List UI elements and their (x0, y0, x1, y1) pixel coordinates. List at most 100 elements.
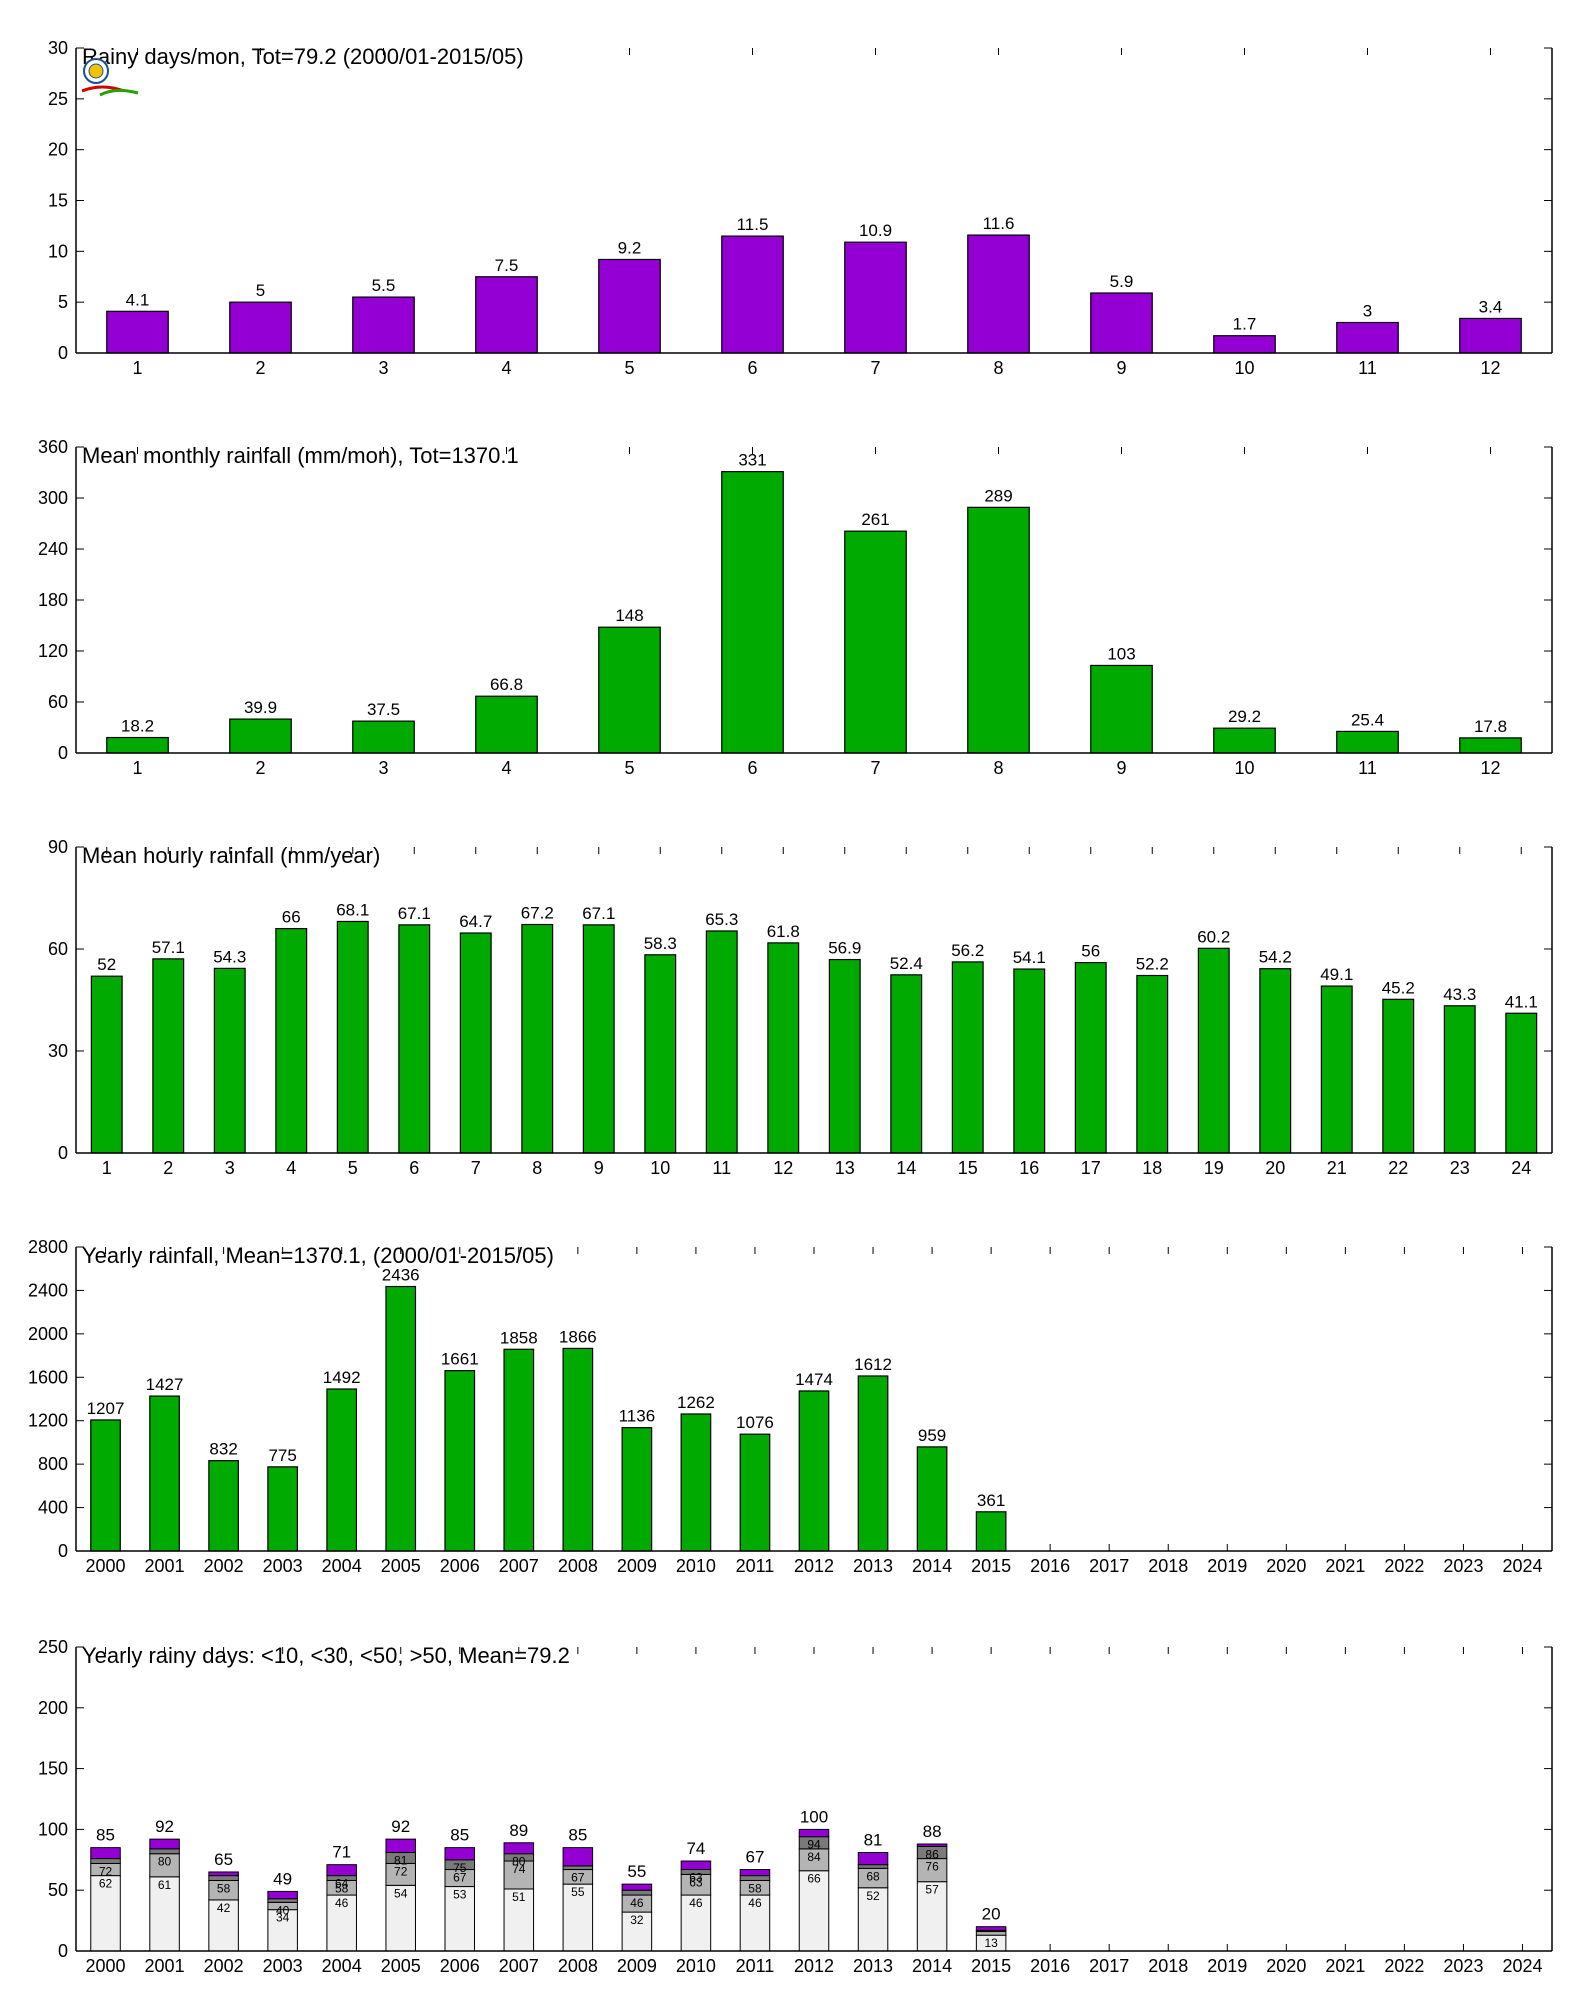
bar (705, 930, 738, 1154)
x-tick-label: 3 (378, 358, 388, 378)
x-tick-label: 2000 (85, 1556, 125, 1576)
segment-value-label: 66 (807, 1872, 821, 1886)
x-tick-label: 2011 (736, 1556, 775, 1576)
x-tick-label: 6 (747, 758, 757, 778)
bar (582, 924, 615, 1154)
stack-segment (739, 1894, 771, 1952)
x-tick-label: 2016 (1030, 1956, 1070, 1976)
bar (1320, 985, 1353, 1154)
bar-value-label: 3 (1363, 302, 1372, 321)
x-tick-label: 8 (532, 1158, 542, 1178)
bar (1336, 321, 1399, 354)
bar-value-label: 25.4 (1351, 710, 1384, 729)
bar (503, 1348, 535, 1552)
stack-segment (975, 1931, 1007, 1936)
bar-value-label: 68.1 (336, 900, 369, 919)
x-tick-label: 2 (255, 758, 265, 778)
x-tick-label: 8 (993, 358, 1003, 378)
y-tick-label: 60 (48, 692, 68, 712)
segment-value-label: 72 (394, 1864, 408, 1878)
y-tick-label: 10 (48, 241, 68, 261)
bar (208, 1460, 239, 1552)
x-tick-label: 3 (378, 758, 388, 778)
bar-total-label: 92 (155, 1817, 174, 1836)
bar-value-label: 5 (256, 281, 265, 300)
x-tick-label: 2008 (558, 1556, 598, 1576)
bar-value-label: 1.7 (1233, 315, 1257, 334)
segment-value-label: 74 (512, 1862, 526, 1876)
bar (1197, 947, 1230, 1154)
x-tick-label: 6 (409, 1158, 419, 1178)
segment-value-label: 86 (925, 1847, 939, 1861)
bar-total-label: 81 (864, 1831, 883, 1850)
x-tick-label: 2020 (1266, 1956, 1306, 1976)
stack-segment (267, 1890, 298, 1900)
bar-value-label: 57.1 (152, 938, 185, 957)
bar-value-label: 11.6 (983, 214, 1015, 233)
stack-segment (208, 1871, 239, 1877)
stack-segment (562, 1847, 594, 1867)
chart-title: Mean monthly rainfall (mm/mon), Tot=1370… (82, 443, 519, 468)
stack-segment (267, 1909, 298, 1952)
segment-value-label: 53 (453, 1888, 467, 1902)
x-tick-label: 2020 (1266, 1556, 1306, 1576)
bar (767, 942, 800, 1154)
bar-total-label: 55 (627, 1862, 646, 1881)
x-tick-label: 4 (286, 1158, 296, 1178)
y-tick-label: 90 (48, 837, 68, 857)
x-tick-label: 2022 (1384, 1556, 1424, 1576)
bar (857, 1375, 889, 1552)
bar-total-label: 67 (745, 1848, 764, 1867)
x-tick-label: 2023 (1443, 1956, 1483, 1976)
bar-value-label: 56.2 (951, 941, 984, 960)
stack-segment (621, 1911, 653, 1952)
bar-value-label: 29.2 (1228, 707, 1261, 726)
y-tick-label: 30 (48, 38, 68, 58)
x-tick-label: 2003 (263, 1556, 303, 1576)
x-tick-label: 9 (1116, 358, 1126, 378)
bar (152, 958, 185, 1154)
bar-value-label: 361 (977, 1491, 1005, 1510)
y-tick-label: 15 (48, 191, 68, 211)
y-tick-label: 0 (58, 1143, 68, 1163)
bar-value-label: 67.1 (398, 904, 431, 923)
chart-panel-2: Mean monthly rainfall (mm/mon), Tot=1370… (38, 437, 1553, 778)
x-tick-label: 2000 (85, 1956, 125, 1976)
x-tick-label: 2017 (1089, 1956, 1129, 1976)
x-tick-label: 6 (747, 358, 757, 378)
bar (444, 1370, 476, 1552)
bar (475, 276, 538, 354)
y-tick-label: 1600 (28, 1367, 68, 1387)
x-tick-label: 2008 (558, 1956, 598, 1976)
bar-value-label: 54.3 (213, 947, 246, 966)
y-tick-label: 0 (58, 1541, 68, 1561)
bar (1459, 737, 1522, 754)
x-tick-label: 2007 (499, 1956, 539, 1976)
segment-value-label: 75 (453, 1861, 467, 1875)
stack-segment (208, 1875, 239, 1881)
bar (890, 974, 923, 1154)
bar-value-label: 58.3 (644, 934, 677, 953)
stack-segment (326, 1864, 357, 1877)
bar (1213, 727, 1276, 754)
bar (459, 932, 492, 1154)
bar (398, 924, 431, 1154)
bar (1074, 961, 1107, 1154)
stack-segment (975, 1926, 1007, 1931)
bar-value-label: 18.2 (121, 717, 154, 736)
bar-value-label: 1076 (736, 1413, 774, 1432)
bar-value-label: 56.9 (828, 939, 861, 958)
x-tick-label: 21 (1327, 1158, 1347, 1178)
bar (229, 301, 292, 354)
x-tick-label: 2022 (1384, 1956, 1424, 1976)
x-tick-label: 1 (102, 1158, 112, 1178)
y-tick-label: 100 (38, 1819, 68, 1839)
x-tick-label: 2017 (1089, 1556, 1129, 1576)
bar-value-label: 1136 (619, 1407, 656, 1426)
segment-value-label: 63 (689, 1875, 703, 1889)
segment-value-label: 63 (689, 1871, 703, 1885)
bar-total-label: 89 (509, 1821, 528, 1840)
stack-segment (798, 1828, 830, 1838)
x-tick-label: 23 (1450, 1158, 1470, 1178)
